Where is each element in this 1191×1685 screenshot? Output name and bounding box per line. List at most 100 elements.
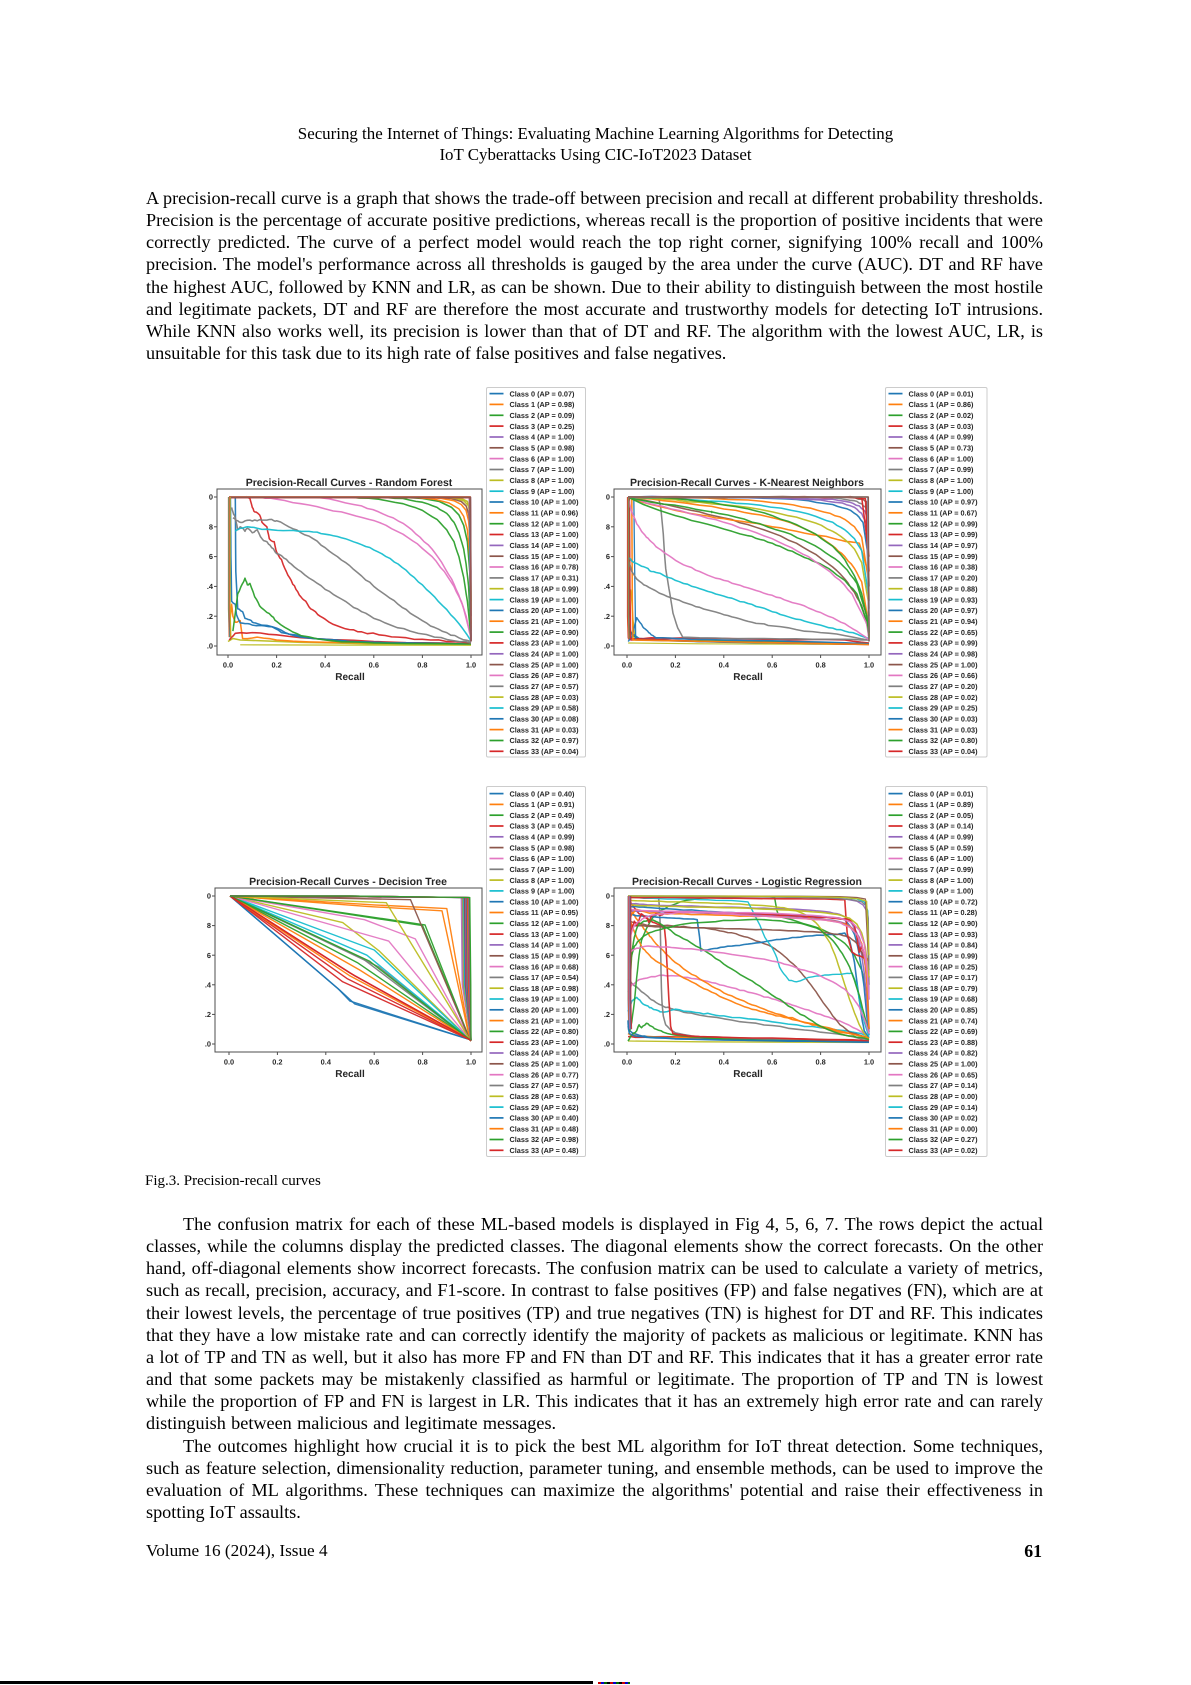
svg-text:1.0: 1.0 xyxy=(466,1058,476,1067)
svg-text:Precision-Recall Curves - Deci: Precision-Recall Curves - Decision Tree xyxy=(249,876,447,888)
svg-text:Class 23 (AP = 1.00): Class 23 (AP = 1.00) xyxy=(510,1038,580,1047)
svg-text:Class 16 (AP = 0.38): Class 16 (AP = 0.38) xyxy=(909,563,979,572)
svg-text:Class 20 (AP = 1.00): Class 20 (AP = 1.00) xyxy=(510,1006,580,1015)
svg-text:0.6: 0.6 xyxy=(369,661,379,670)
svg-text:Class 29 (AP = 0.58): Class 29 (AP = 0.58) xyxy=(510,704,580,713)
svg-text:Class 12 (AP = 1.00): Class 12 (AP = 1.00) xyxy=(510,519,580,528)
svg-text:Class 15 (AP = 1.00): Class 15 (AP = 1.00) xyxy=(510,552,580,561)
svg-text:Class 22 (AP = 0.69): Class 22 (AP = 0.69) xyxy=(909,1027,979,1036)
svg-text:0.2: 0.2 xyxy=(670,661,680,670)
svg-text:0: 0 xyxy=(207,892,211,901)
svg-text:.0: .0 xyxy=(205,1040,211,1049)
svg-text:Class 27 (AP = 0.57): Class 27 (AP = 0.57) xyxy=(510,1081,580,1090)
svg-text:Class 21 (AP = 0.94): Class 21 (AP = 0.94) xyxy=(909,617,979,626)
svg-text:8: 8 xyxy=(207,921,211,930)
svg-text:0: 0 xyxy=(209,493,213,502)
svg-text:.4: .4 xyxy=(205,980,212,989)
svg-text:6: 6 xyxy=(606,951,610,960)
svg-text:1.0: 1.0 xyxy=(466,661,476,670)
svg-text:0.6: 0.6 xyxy=(767,661,777,670)
svg-text:Class 26 (AP = 0.77): Class 26 (AP = 0.77) xyxy=(510,1070,580,1079)
svg-text:Class 16 (AP = 0.78): Class 16 (AP = 0.78) xyxy=(510,563,580,572)
svg-text:Class 27 (AP = 0.14): Class 27 (AP = 0.14) xyxy=(909,1081,979,1090)
svg-text:Class 10 (AP = 1.00): Class 10 (AP = 1.00) xyxy=(510,897,580,906)
svg-text:Class 2 (AP = 0.05): Class 2 (AP = 0.05) xyxy=(909,811,975,820)
svg-text:.2: .2 xyxy=(604,1010,610,1019)
svg-text:Class 19 (AP = 1.00): Class 19 (AP = 1.00) xyxy=(510,995,580,1004)
svg-text:6: 6 xyxy=(606,552,610,561)
svg-text:Class 11 (AP = 0.67): Class 11 (AP = 0.67) xyxy=(909,509,978,518)
svg-text:Class 7 (AP = 1.00): Class 7 (AP = 1.00) xyxy=(510,465,576,474)
svg-text:8: 8 xyxy=(209,522,213,531)
svg-text:Class 4 (AP = 1.00): Class 4 (AP = 1.00) xyxy=(510,433,576,442)
svg-text:.0: .0 xyxy=(604,642,610,651)
svg-text:Class 26 (AP = 0.65): Class 26 (AP = 0.65) xyxy=(909,1070,979,1079)
svg-text:8: 8 xyxy=(606,921,610,930)
svg-text:Class 31 (AP = 0.00): Class 31 (AP = 0.00) xyxy=(909,1124,979,1133)
svg-text:Class 13 (AP = 1.00): Class 13 (AP = 1.00) xyxy=(510,930,580,939)
svg-text:Class 3 (AP = 0.14): Class 3 (AP = 0.14) xyxy=(909,822,975,831)
svg-text:Precision-Recall Curves - K-Ne: Precision-Recall Curves - K-Nearest Neig… xyxy=(630,477,864,489)
svg-text:0.4: 0.4 xyxy=(719,661,730,670)
svg-text:Class 33 (AP = 0.02): Class 33 (AP = 0.02) xyxy=(909,1146,979,1155)
svg-text:0.4: 0.4 xyxy=(321,1058,332,1067)
svg-text:Class 14 (AP = 1.00): Class 14 (AP = 1.00) xyxy=(510,941,580,950)
svg-text:Class 7 (AP = 0.99): Class 7 (AP = 0.99) xyxy=(909,465,975,474)
svg-text:Class 6 (AP = 1.00): Class 6 (AP = 1.00) xyxy=(510,454,576,463)
svg-text:0.2: 0.2 xyxy=(271,661,281,670)
svg-text:.4: .4 xyxy=(604,980,611,989)
svg-text:0.6: 0.6 xyxy=(369,1058,379,1067)
svg-text:Class 2 (AP = 0.49): Class 2 (AP = 0.49) xyxy=(510,811,576,820)
svg-text:Class 20 (AP = 0.97): Class 20 (AP = 0.97) xyxy=(909,606,979,615)
svg-text:Class 16 (AP = 0.25): Class 16 (AP = 0.25) xyxy=(909,962,979,971)
svg-text:8: 8 xyxy=(606,522,610,531)
svg-text:Class 2 (AP = 0.09): Class 2 (AP = 0.09) xyxy=(510,411,576,420)
svg-text:Class 30 (AP = 0.08): Class 30 (AP = 0.08) xyxy=(510,715,580,724)
svg-text:Class 31 (AP = 0.03): Class 31 (AP = 0.03) xyxy=(510,725,580,734)
svg-text:Class 10 (AP = 1.00): Class 10 (AP = 1.00) xyxy=(510,498,580,507)
svg-text:Class 32 (AP = 0.27): Class 32 (AP = 0.27) xyxy=(909,1135,979,1144)
svg-text:Class 1 (AP = 0.91): Class 1 (AP = 0.91) xyxy=(510,800,576,809)
svg-text:Class 27 (AP = 0.20): Class 27 (AP = 0.20) xyxy=(909,682,979,691)
svg-text:0.0: 0.0 xyxy=(223,661,233,670)
svg-text:Class 13 (AP = 0.99): Class 13 (AP = 0.99) xyxy=(909,530,979,539)
svg-text:0.8: 0.8 xyxy=(417,1058,427,1067)
svg-text:Class 29 (AP = 0.62): Class 29 (AP = 0.62) xyxy=(510,1103,580,1112)
svg-text:Class 18 (AP = 0.99): Class 18 (AP = 0.99) xyxy=(510,584,580,593)
svg-text:0.8: 0.8 xyxy=(417,661,427,670)
svg-text:Class 2 (AP = 0.02): Class 2 (AP = 0.02) xyxy=(909,411,975,420)
svg-text:Class 21 (AP = 1.00): Class 21 (AP = 1.00) xyxy=(510,617,580,626)
svg-text:.4: .4 xyxy=(207,582,214,591)
svg-text:Class 12 (AP = 1.00): Class 12 (AP = 1.00) xyxy=(510,919,580,928)
svg-text:0.8: 0.8 xyxy=(815,1058,825,1067)
svg-text:0.8: 0.8 xyxy=(815,661,825,670)
svg-text:Class 25 (AP = 1.00): Class 25 (AP = 1.00) xyxy=(909,660,979,669)
svg-text:Class 9 (AP = 1.00): Class 9 (AP = 1.00) xyxy=(510,887,576,896)
svg-text:0: 0 xyxy=(606,892,610,901)
svg-text:.4: .4 xyxy=(604,582,611,591)
svg-text:Class 24 (AP = 1.00): Class 24 (AP = 1.00) xyxy=(510,1049,580,1058)
svg-text:Class 17 (AP = 0.20): Class 17 (AP = 0.20) xyxy=(909,574,979,583)
svg-text:Precision-Recall Curves - Rand: Precision-Recall Curves - Random Forest xyxy=(246,477,453,489)
svg-text:.0: .0 xyxy=(207,642,213,651)
svg-text:Class 19 (AP = 0.68): Class 19 (AP = 0.68) xyxy=(909,995,979,1004)
svg-text:Class 16 (AP = 0.68): Class 16 (AP = 0.68) xyxy=(510,962,580,971)
svg-text:Recall: Recall xyxy=(335,1069,365,1080)
svg-text:Class 8 (AP = 1.00): Class 8 (AP = 1.00) xyxy=(909,876,975,885)
svg-text:Class 26 (AP = 0.66): Class 26 (AP = 0.66) xyxy=(909,671,979,680)
svg-text:Class 31 (AP = 0.48): Class 31 (AP = 0.48) xyxy=(510,1124,580,1133)
svg-text:Class 33 (AP = 0.48): Class 33 (AP = 0.48) xyxy=(510,1146,580,1155)
svg-text:Class 24 (AP = 1.00): Class 24 (AP = 1.00) xyxy=(510,650,580,659)
svg-text:Recall: Recall xyxy=(733,672,763,683)
svg-text:Class 14 (AP = 1.00): Class 14 (AP = 1.00) xyxy=(510,541,580,550)
svg-text:Class 30 (AP = 0.40): Class 30 (AP = 0.40) xyxy=(510,1114,580,1123)
svg-text:Class 29 (AP = 0.25): Class 29 (AP = 0.25) xyxy=(909,704,979,713)
svg-text:Class 1 (AP = 0.86): Class 1 (AP = 0.86) xyxy=(909,400,975,409)
svg-text:Class 23 (AP = 1.00): Class 23 (AP = 1.00) xyxy=(510,639,580,648)
svg-text:Class 19 (AP = 0.93): Class 19 (AP = 0.93) xyxy=(909,595,979,604)
svg-text:.2: .2 xyxy=(205,1010,211,1019)
svg-text:Class 4 (AP = 0.99): Class 4 (AP = 0.99) xyxy=(909,833,975,842)
svg-text:Class 8 (AP = 1.00): Class 8 (AP = 1.00) xyxy=(510,876,576,885)
svg-text:Class 9 (AP = 1.00): Class 9 (AP = 1.00) xyxy=(510,487,576,496)
svg-text:Class 1 (AP = 0.89): Class 1 (AP = 0.89) xyxy=(909,800,975,809)
